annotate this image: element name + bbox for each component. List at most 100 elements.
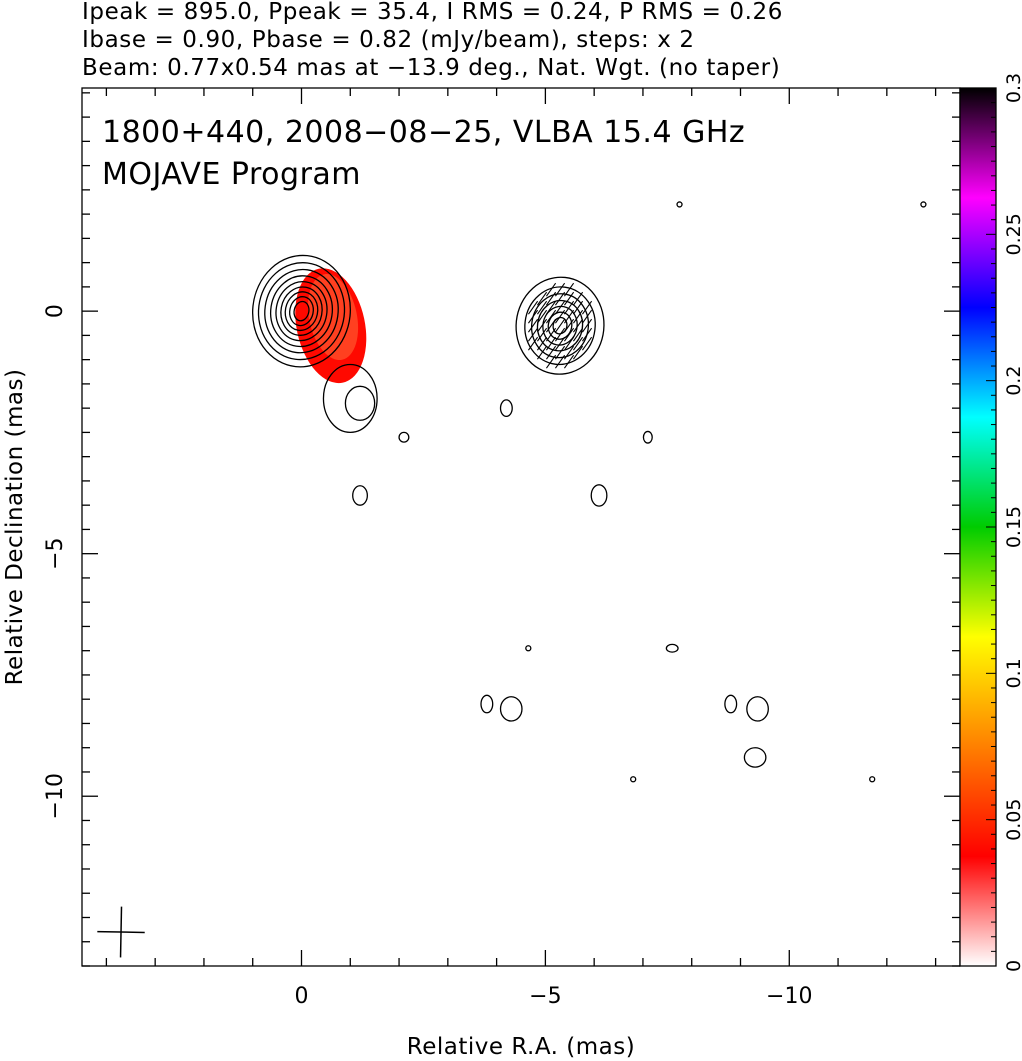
evpa-vector (545, 327, 557, 342)
evpa-vector (554, 345, 566, 360)
axis-ticks (82, 88, 960, 967)
evpa-vector (581, 336, 593, 351)
colorbar: 0 0.05 0.1 0.15 0.2 0.25 0.3 (959, 73, 1022, 972)
stokes-I-contour (289, 296, 314, 327)
header-line-3: Beam: 0.77x0.54 mas at −13.9 deg., Nat. … (82, 55, 780, 81)
stokes-I-contour (257, 262, 346, 361)
evpa-vector (572, 300, 584, 315)
contour-island (743, 747, 767, 768)
evpa-vector (545, 282, 557, 297)
contour-island (499, 399, 513, 418)
evpa-vector (536, 300, 548, 315)
program-annotation: MOJAVE Program (102, 157, 361, 192)
evpa-vector (554, 309, 566, 324)
contour-island (499, 696, 523, 722)
evpa-vector (545, 300, 557, 315)
contour-island (480, 694, 494, 714)
stokes-I-contour (270, 275, 333, 348)
colorbar-tick-label: 0.25 (1003, 213, 1022, 255)
evpa-vector (536, 327, 548, 342)
colorbar-tick-label: 0.05 (1003, 799, 1022, 841)
colorbar-tick-label: 0.2 (1003, 366, 1022, 396)
evpa-vector (545, 354, 557, 369)
stokes-I-contour (293, 300, 310, 322)
evpa-vector (545, 345, 557, 360)
evpa-vector (572, 318, 584, 333)
evpa-vector (563, 291, 575, 306)
x-tick-label: 0 (295, 984, 309, 1009)
contour-island (869, 776, 876, 783)
y-tick-label: −5 (43, 537, 68, 569)
stokes-I-contour (284, 291, 319, 332)
evpa-vector (563, 345, 575, 360)
y-tick-label: 0 (43, 304, 68, 318)
evpa-vector (563, 300, 575, 315)
evpa-vector (563, 354, 575, 369)
evpa-vector (554, 327, 566, 342)
stokes-I-contour (251, 254, 352, 368)
evpa-vector (554, 336, 566, 351)
colorbar-tick-label: 0 (1003, 960, 1022, 972)
stokes-I-contour (280, 286, 323, 336)
evpa-vector (536, 345, 548, 360)
stokes-I-contour (275, 281, 328, 342)
evpa-vector (554, 282, 566, 297)
evpa-vector (563, 282, 575, 297)
evpa-vector (572, 345, 584, 360)
x-tick-labels: 0 −5 −10 (295, 984, 813, 1009)
contour-island (322, 363, 378, 434)
contour-island (630, 776, 637, 783)
evpa-vector (527, 336, 539, 351)
evpa-vector (536, 291, 548, 306)
evpa-vector (545, 309, 557, 324)
beam-marker (97, 906, 145, 958)
x-tick-label: −5 (529, 984, 561, 1009)
x-tick-label: −10 (766, 984, 812, 1009)
evpa-vector (527, 327, 539, 342)
evpa-vector (572, 291, 584, 306)
evpa-vector (581, 309, 593, 324)
evpa-vector (554, 354, 566, 369)
header-line-2: Ibase = 0.90, Pbase = 0.82 (mJy/beam), s… (82, 27, 695, 53)
colorbar-ticks: 0 0.05 0.1 0.15 0.2 0.25 0.3 (986, 73, 1022, 972)
colorbar-tick-label: 0.15 (1003, 506, 1022, 548)
plot-frame (81, 87, 961, 967)
colorbar-tick-label: 0.3 (1003, 73, 1022, 103)
evpa-vector (572, 327, 584, 342)
evpa-vector (545, 318, 557, 333)
contour-layer (97, 201, 927, 958)
evpa-vector (545, 336, 557, 351)
evpa-vector (527, 300, 539, 315)
plot-area: 1800+440, 2008−08−25, VLBA 15.4 GHz MOJA… (81, 87, 961, 967)
polarization-contour (542, 305, 578, 346)
contour-island (352, 485, 368, 506)
evpa-vector (581, 327, 593, 342)
contour-island (920, 201, 927, 208)
contour-island (525, 645, 532, 652)
source-annotation: 1800+440, 2008−08−25, VLBA 15.4 GHz (102, 115, 745, 150)
evpa-vector (554, 291, 566, 306)
evpa-vector (563, 318, 575, 333)
evpa-vector (581, 300, 593, 315)
evpa-vector (554, 300, 566, 315)
polarization-contour (530, 293, 590, 359)
evpa-vector (536, 318, 548, 333)
contour-island (724, 694, 738, 714)
evpa-vector (527, 309, 539, 324)
evpa-vector (545, 291, 557, 306)
contour-island (746, 696, 769, 722)
polarization-contour (524, 286, 596, 366)
contour-island (676, 201, 683, 208)
evpa-vector (536, 309, 548, 324)
evpa-vector (563, 336, 575, 351)
polarization-contour (552, 316, 568, 335)
colorbar-tick-label: 0.1 (1003, 658, 1022, 688)
header-line-1: Ipeak = 895.0, Ppeak = 35.4, I RMS = 0.2… (82, 0, 783, 25)
evpa-vector (536, 336, 548, 351)
evpa-vector (527, 318, 539, 333)
contour-island (398, 431, 410, 443)
evpa-vector (554, 318, 566, 333)
evpa-vector (563, 327, 575, 342)
y-tick-labels: 0 −5 −10 (43, 304, 68, 819)
